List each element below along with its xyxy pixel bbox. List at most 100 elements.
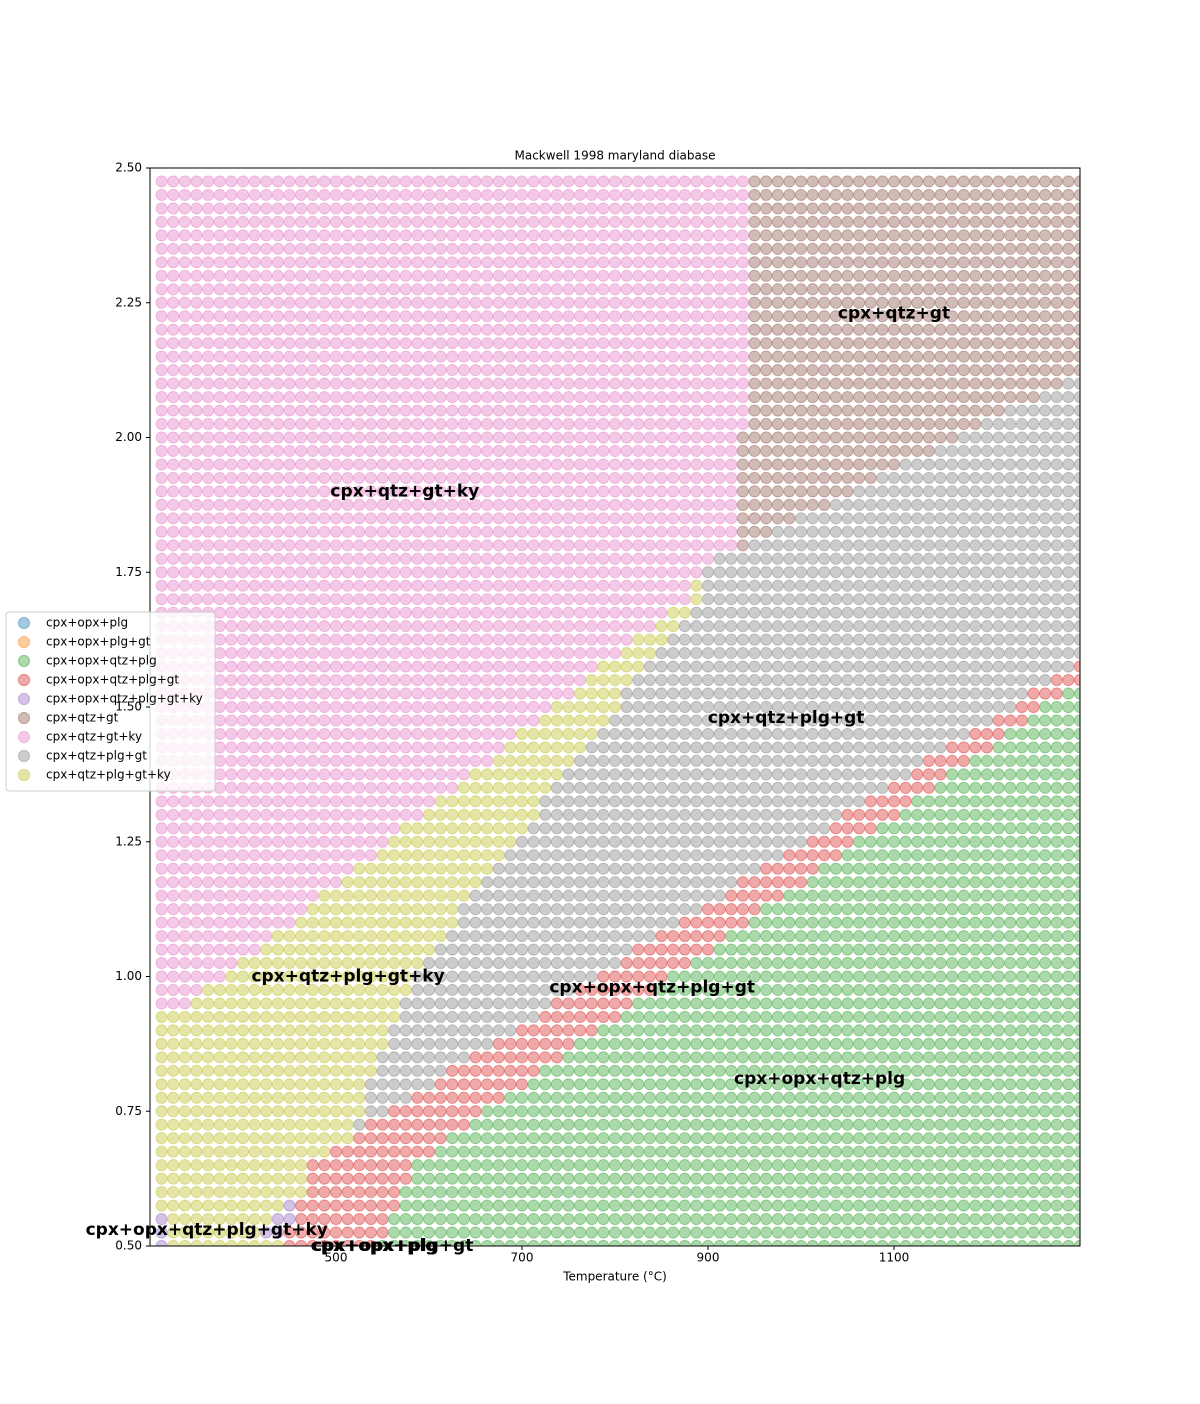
scatter-point: [225, 1118, 238, 1131]
scatter-point: [504, 1145, 517, 1158]
scatter-point: [1062, 903, 1075, 916]
scatter-point: [411, 1010, 424, 1024]
scatter-point: [469, 444, 482, 458]
scatter-point: [492, 1051, 505, 1064]
scatter-point: [190, 1186, 203, 1199]
scatter-point: [271, 471, 284, 485]
scatter-point: [1050, 498, 1063, 511]
scatter-point: [329, 566, 343, 579]
scatter-point: [980, 970, 994, 983]
scatter-point: [934, 579, 947, 592]
scatter-point: [527, 997, 540, 1010]
scatter-point: [899, 700, 912, 714]
scatter-point: [957, 579, 970, 592]
scatter-point: [643, 1199, 656, 1212]
scatter-point: [469, 417, 482, 431]
scatter-point: [236, 997, 250, 1010]
scatter-point: [713, 444, 726, 458]
scatter-point: [329, 903, 343, 916]
scatter-point: [957, 997, 970, 1010]
scatter-point: [911, 431, 924, 444]
scatter-point: [806, 1172, 819, 1185]
scatter-point: [887, 498, 901, 511]
scatter-point: [1050, 485, 1063, 498]
scatter-point: [969, 741, 982, 754]
scatter-point: [504, 1024, 517, 1037]
scatter-point: [701, 835, 715, 848]
scatter-point: [760, 741, 773, 754]
scatter-point: [980, 687, 994, 700]
scatter-point: [1050, 1024, 1063, 1037]
scatter-point: [527, 943, 540, 956]
scatter-point: [748, 943, 761, 956]
scatter-point: [957, 512, 970, 525]
scatter-point: [329, 889, 343, 902]
scatter-point: [1073, 741, 1080, 754]
scatter-point: [760, 970, 773, 983]
scatter-point: [864, 889, 877, 902]
scatter-point: [818, 849, 831, 862]
scatter-point: [829, 862, 842, 875]
scatter-point: [341, 552, 354, 565]
scatter-point: [771, 485, 784, 498]
scatter-point: [1062, 1132, 1075, 1145]
scatter-point: [178, 539, 191, 552]
scatter-point: [434, 606, 447, 619]
scatter-point: [481, 593, 494, 606]
scatter-point: [539, 916, 552, 929]
scatter-point: [608, 1132, 622, 1145]
scatter-point: [678, 552, 691, 565]
scatter-point: [818, 741, 831, 754]
scatter-point: [527, 552, 540, 565]
scatter-point: [829, 566, 842, 579]
scatter-point: [422, 539, 436, 552]
scatter-point: [422, 997, 436, 1010]
scatter-point: [713, 687, 726, 700]
scatter-point: [829, 768, 842, 781]
scatter-point: [1027, 687, 1040, 700]
scatter-point: [841, 606, 854, 619]
scatter-point: [980, 1199, 994, 1212]
scatter-point: [388, 983, 401, 997]
scatter-point: [1027, 835, 1040, 848]
scatter-point: [1039, 1064, 1052, 1077]
scatter-point: [329, 1172, 343, 1185]
scatter-point: [667, 633, 680, 646]
scatter-point: [736, 660, 749, 673]
scatter-point: [655, 673, 668, 687]
scatter-point: [271, 1172, 284, 1185]
scatter-point: [608, 983, 622, 997]
scatter-point: [411, 1172, 424, 1185]
scatter-point: [574, 1105, 587, 1118]
scatter-point: [818, 1105, 831, 1118]
scatter-point: [887, 606, 901, 619]
scatter-point: [783, 498, 796, 511]
scatter-point: [574, 566, 587, 579]
scatter-point: [806, 458, 819, 471]
scatter-point: [678, 903, 691, 916]
scatter-point: [1050, 781, 1063, 794]
scatter-point: [876, 929, 889, 943]
scatter-point: [213, 673, 226, 687]
scatter-point: [236, 727, 250, 741]
scatter-point: [1073, 1037, 1080, 1050]
scatter-point: [562, 1010, 575, 1024]
scatter-point: [806, 862, 819, 875]
scatter-point: [1027, 1226, 1040, 1239]
scatter-point: [597, 727, 610, 741]
scatter-point: [411, 970, 424, 983]
scatter-point: [515, 929, 529, 943]
scatter-point: [1062, 1051, 1075, 1064]
scatter-point: [806, 1091, 819, 1104]
scatter-point: [1050, 1118, 1063, 1131]
scatter-point: [620, 1037, 633, 1050]
scatter-point: [725, 458, 738, 471]
scatter-point: [388, 929, 401, 943]
scatter-point: [225, 822, 238, 835]
scatter-point: [794, 673, 808, 687]
scatter-point: [469, 593, 482, 606]
scatter-point: [911, 539, 924, 552]
scatter-point: [632, 835, 645, 848]
scatter-point: [1015, 889, 1028, 902]
scatter-point: [1027, 795, 1040, 808]
